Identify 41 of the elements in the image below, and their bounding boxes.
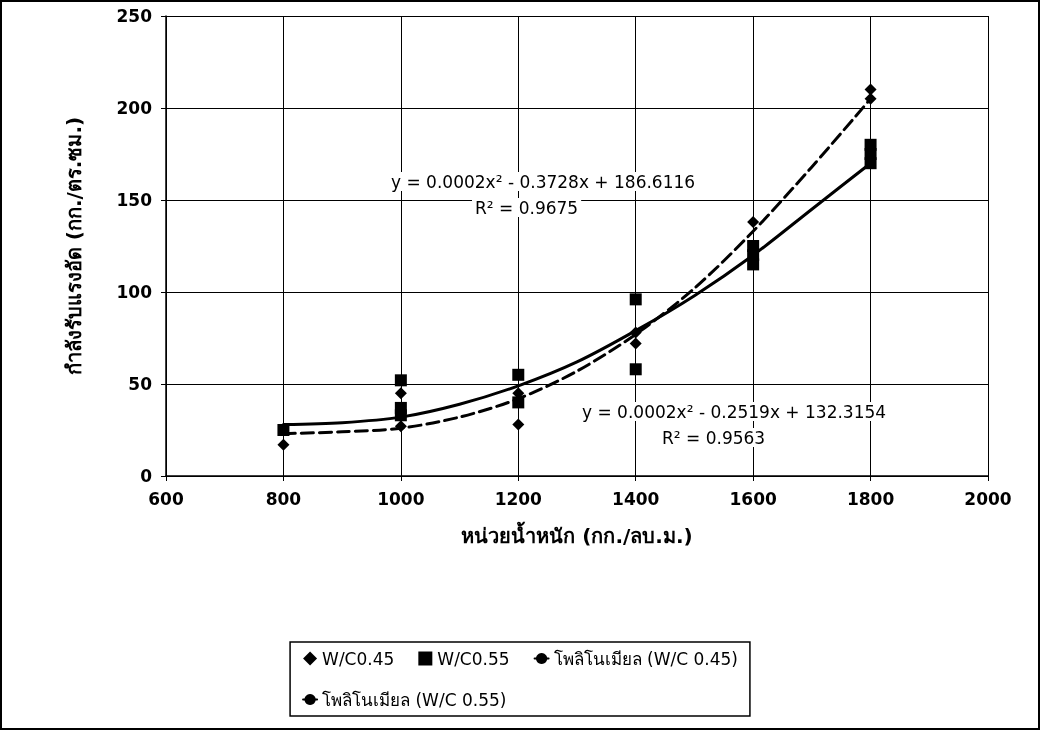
legend-label: W/C0.55 bbox=[437, 648, 510, 669]
point bbox=[747, 216, 760, 229]
y-tick-label: 250 bbox=[116, 6, 153, 26]
y-tick-label: 150 bbox=[116, 190, 153, 210]
y-tick-label: 100 bbox=[116, 282, 153, 302]
point bbox=[864, 138, 877, 151]
y-tick-label: 200 bbox=[116, 98, 153, 118]
point bbox=[394, 401, 407, 414]
y-axis-title: กำลังรับแรงอัด (กก./ตร.ซม.) bbox=[62, 116, 86, 376]
x-tick-label: 1600 bbox=[729, 488, 777, 509]
x-axis-title: หน่วยน้ำหนัก (กก./ลบ.ม.) bbox=[461, 521, 693, 548]
x-tick-label: 600 bbox=[148, 488, 184, 509]
point bbox=[512, 418, 525, 431]
point bbox=[512, 368, 525, 381]
x-tick-label: 2000 bbox=[964, 488, 1012, 509]
y-tick-label: 0 bbox=[140, 466, 153, 486]
x-tick-label: 1800 bbox=[846, 488, 895, 509]
point bbox=[394, 374, 407, 387]
point bbox=[629, 326, 642, 339]
point bbox=[277, 424, 290, 436]
x-tick-label: 1000 bbox=[377, 488, 425, 509]
point bbox=[512, 396, 525, 409]
x-tick-label: 1400 bbox=[612, 488, 660, 509]
x-tick-label: 800 bbox=[265, 488, 302, 509]
point bbox=[394, 420, 407, 433]
point bbox=[864, 83, 877, 96]
point bbox=[629, 337, 642, 350]
annotation: R² = 0.9675 bbox=[475, 197, 579, 218]
annotation: y = 0.0002x² - 0.3728x + 186.6116 bbox=[391, 171, 696, 192]
point bbox=[629, 293, 642, 306]
point bbox=[747, 240, 760, 252]
legend-label: W/C0.45 bbox=[322, 648, 395, 669]
point bbox=[394, 387, 407, 400]
annotation: R² = 0.9563 bbox=[662, 427, 766, 448]
legend-label: โพลิโนเมียล (W/C 0.45) bbox=[553, 648, 738, 669]
point bbox=[629, 363, 642, 376]
annotation: y = 0.0002x² - 0.2519x + 132.3154 bbox=[582, 401, 887, 422]
y-tick-label: 50 bbox=[128, 374, 153, 394]
x-tick-label: 1200 bbox=[494, 488, 543, 509]
legend-label: โพลิโนเมียล (W/C 0.55) bbox=[322, 689, 507, 710]
point bbox=[277, 438, 290, 451]
